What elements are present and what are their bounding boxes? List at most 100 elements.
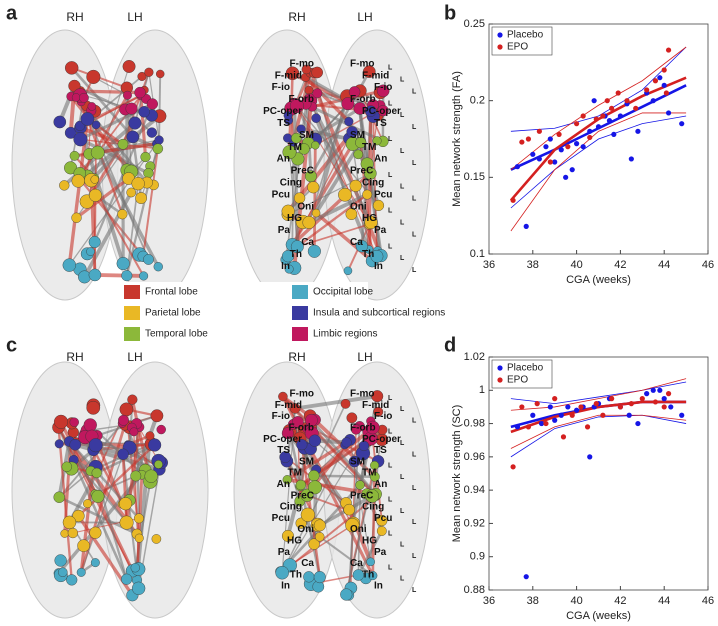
brain-node [283, 111, 293, 120]
brain-node [307, 244, 321, 258]
brain-node [296, 124, 306, 134]
brain: F-mo F-mo LF-mid F-mid LF-io F-io LF-orb F-orb L… [233, 29, 431, 301]
x-axis-label: CGA (weeks) [566, 274, 631, 286]
brain-node [311, 113, 321, 123]
connection [57, 427, 73, 580]
data-point [661, 82, 667, 88]
legend-marker [497, 365, 503, 371]
data-point [661, 396, 667, 402]
region-label-subscript: L [400, 576, 405, 583]
brain: F-mo F-mo LF-mid F-mid LF-io F-io LF-orb F-orb L… [233, 361, 431, 619]
region-label: F-mo [350, 389, 374, 400]
brain-node [308, 470, 320, 482]
data-point [556, 131, 562, 137]
brain-node [62, 258, 77, 272]
x-axis-label: CGA (weeks) [566, 610, 631, 622]
brain-node [89, 526, 102, 539]
region-label: Pcu [374, 189, 392, 200]
region-label: F-mid [275, 70, 302, 81]
data-point [552, 396, 558, 402]
data-point [661, 67, 667, 73]
data-point [565, 144, 571, 150]
brain-node [154, 460, 163, 469]
region-label-subscript: L [400, 508, 405, 515]
region-label: An [374, 479, 387, 490]
brain-node [86, 247, 95, 256]
x-tick-label: 44 [658, 595, 670, 607]
brain-node [88, 188, 102, 202]
brain [11, 361, 209, 619]
brain-node [88, 438, 103, 453]
brain-node [345, 518, 360, 533]
legend-swatch [124, 306, 140, 320]
brain-node [153, 262, 163, 272]
connection [57, 426, 138, 581]
brain-node [69, 150, 80, 161]
data-point [547, 159, 553, 165]
brain-node [370, 249, 384, 263]
data-point [606, 118, 613, 124]
brain-node [67, 527, 79, 539]
brain-node [69, 417, 79, 427]
data-point [617, 113, 624, 119]
connection [288, 430, 322, 578]
brain-node [71, 174, 85, 188]
data-point [580, 144, 586, 150]
region-label: HG [362, 535, 377, 546]
brain-node [376, 84, 390, 98]
brain-node [121, 270, 133, 282]
data-point [626, 412, 632, 418]
data-point [652, 399, 659, 405]
data-point [595, 124, 602, 130]
brain-node [71, 93, 81, 102]
x-tick-label: 46 [702, 259, 714, 271]
legend-swatch [292, 306, 308, 320]
brain-node [377, 105, 389, 117]
brain-node [343, 266, 353, 276]
region-label-subscript: L [388, 172, 393, 179]
hemisphere-label: RH [288, 10, 305, 24]
data-point [547, 136, 553, 142]
brain-node [90, 145, 105, 160]
x-tick-label: 42 [614, 595, 626, 607]
data-point [661, 404, 667, 410]
brain-node [275, 565, 289, 580]
legend-box [491, 26, 553, 56]
region-label: F-orb [350, 423, 376, 434]
brain-node [58, 567, 68, 577]
data-point [650, 98, 656, 104]
data-point [514, 164, 521, 170]
brain-node [298, 143, 310, 155]
brain-node [127, 394, 138, 405]
y-axis-label: Mean network strength (FA) [451, 71, 463, 207]
brain-node [117, 138, 129, 150]
brain-node [116, 257, 130, 271]
data-point [611, 131, 617, 137]
brain-node [343, 503, 355, 516]
brain-node [86, 400, 101, 415]
brain-node [295, 479, 307, 491]
region-label: Pcu [374, 513, 392, 524]
data-point [617, 404, 624, 410]
brain-node [143, 168, 154, 179]
region-label: PC-oper [362, 434, 401, 445]
brain-node [289, 403, 301, 414]
brain-node [355, 240, 368, 253]
region-label: Pa [374, 225, 387, 236]
region-label: Pa [278, 225, 291, 236]
brain-node [121, 573, 133, 585]
brain-node [83, 499, 92, 509]
brain-node [308, 538, 320, 550]
region-label: Pcu [272, 189, 290, 200]
region-label-subscript: L [412, 417, 417, 424]
brain-node [138, 106, 150, 118]
brain-node [156, 69, 165, 79]
brain-node [352, 569, 365, 581]
brain-node [313, 571, 326, 584]
region-label: F-orb [288, 423, 314, 434]
brain-node [54, 554, 67, 567]
brain-node [150, 409, 164, 423]
region-label-subscript: L [412, 553, 417, 560]
brain-node [146, 127, 158, 138]
region-label: F-io [374, 82, 392, 93]
